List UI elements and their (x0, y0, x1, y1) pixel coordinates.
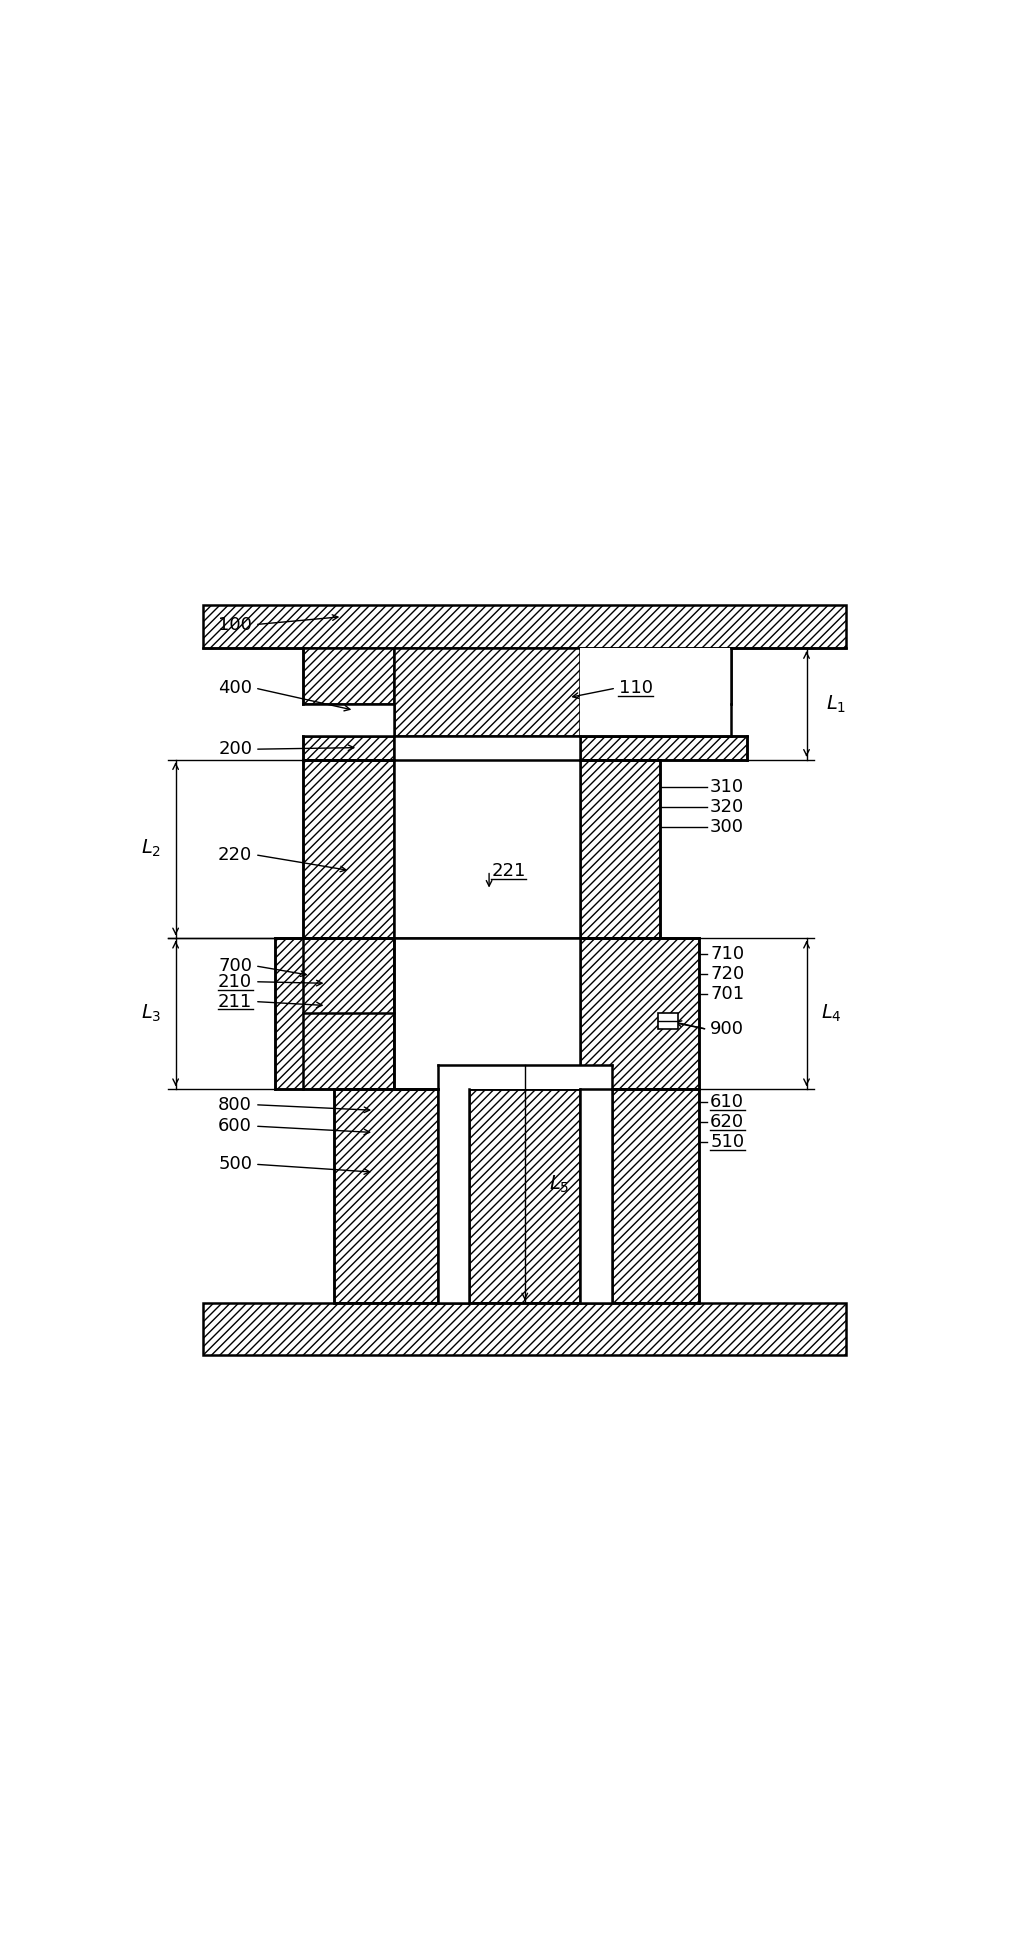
Text: $L_2$: $L_2$ (141, 838, 162, 859)
Bar (274, 939, 394, 1089)
Text: 220: 220 (218, 846, 252, 863)
Bar (581, 760, 659, 939)
Text: 320: 320 (710, 799, 744, 816)
Text: 100: 100 (218, 616, 252, 634)
Bar (437, 1065, 612, 1089)
Text: 720: 720 (710, 964, 744, 984)
Text: 700: 700 (218, 956, 252, 974)
Text: $L_4$: $L_4$ (821, 1003, 842, 1024)
Bar (303, 735, 394, 760)
Text: 400: 400 (218, 678, 252, 698)
Bar (394, 649, 581, 735)
Bar (303, 704, 394, 735)
Bar (581, 735, 748, 760)
Bar (581, 939, 699, 1089)
Text: 500: 500 (218, 1155, 252, 1174)
Bar (581, 649, 731, 704)
Text: 701: 701 (710, 984, 744, 1003)
Text: 800: 800 (218, 1096, 252, 1114)
Text: $L_5$: $L_5$ (549, 1174, 569, 1196)
Bar (303, 649, 394, 704)
Text: 620: 620 (710, 1114, 744, 1131)
Text: 300: 300 (711, 818, 744, 836)
Bar (394, 735, 581, 760)
Text: 210: 210 (218, 972, 252, 991)
Bar (394, 939, 581, 1089)
Bar (581, 1089, 612, 1302)
Bar (394, 760, 581, 939)
Text: 610: 610 (711, 1093, 744, 1112)
Bar (204, 1302, 846, 1355)
Text: 200: 200 (218, 741, 252, 758)
Text: 211: 211 (218, 993, 252, 1011)
Bar (437, 1089, 469, 1302)
Bar (334, 1089, 437, 1302)
Bar (581, 649, 731, 704)
Text: 710: 710 (710, 945, 744, 962)
Text: 310: 310 (710, 778, 744, 797)
Bar (303, 760, 394, 939)
Bar (469, 1089, 581, 1302)
Text: 900: 900 (711, 1021, 744, 1038)
Bar (581, 704, 731, 735)
Text: 221: 221 (492, 861, 526, 879)
Text: 600: 600 (218, 1118, 252, 1135)
Bar (612, 1089, 699, 1302)
Text: $L_3$: $L_3$ (141, 1003, 162, 1024)
Text: $L_1$: $L_1$ (826, 694, 847, 715)
Bar (657, 1013, 678, 1028)
Bar (204, 605, 846, 649)
Bar (394, 939, 581, 1089)
Text: 510: 510 (710, 1133, 744, 1151)
Text: 110: 110 (618, 678, 653, 698)
